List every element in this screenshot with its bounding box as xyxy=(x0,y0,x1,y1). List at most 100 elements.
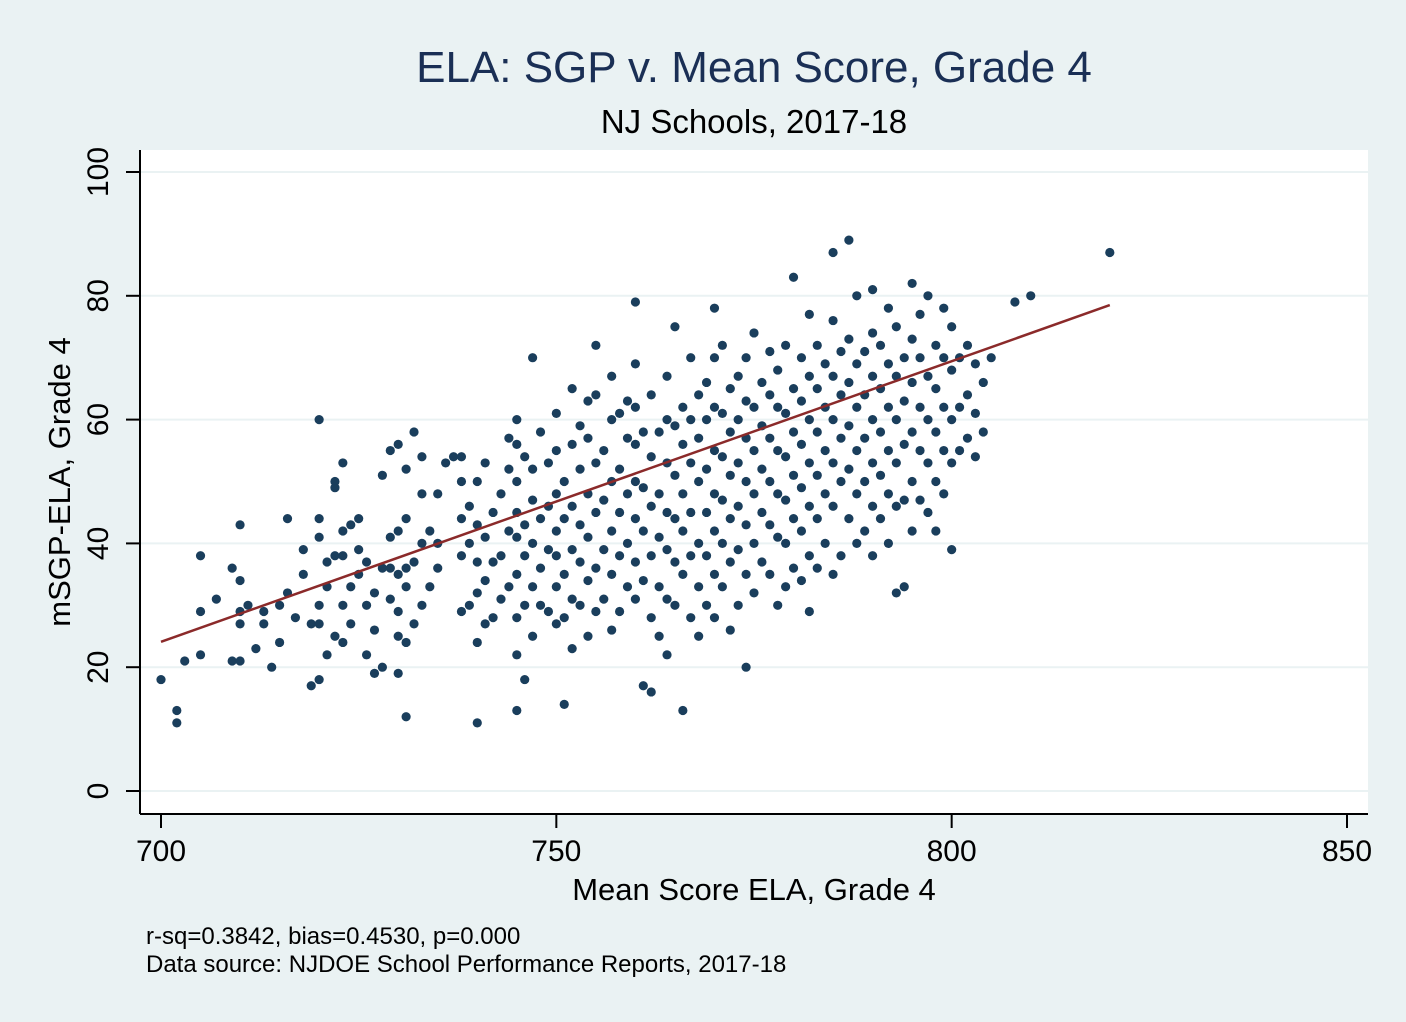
data-point xyxy=(931,476,941,487)
data-point xyxy=(883,303,894,313)
data-point xyxy=(638,575,648,586)
chart-title: ELA: SGP v. Mean Score, Grade 4 xyxy=(416,43,1092,92)
data-point xyxy=(433,489,443,499)
data-point xyxy=(828,458,838,468)
data-point xyxy=(662,544,672,555)
data-point xyxy=(559,514,569,524)
data-point xyxy=(733,458,743,468)
data-point xyxy=(393,631,403,641)
data-point xyxy=(757,464,767,474)
data-point xyxy=(812,340,822,350)
data-point xyxy=(638,526,648,536)
data-point xyxy=(836,551,846,561)
data-point xyxy=(820,489,830,499)
data-point xyxy=(567,594,577,604)
data-point xyxy=(559,613,569,623)
y-ticks: 0 20 40 60 80 100 xyxy=(82,147,140,799)
data-point xyxy=(765,346,775,357)
data-point xyxy=(551,551,561,561)
data-point xyxy=(275,637,285,648)
data-point xyxy=(970,408,980,419)
data-point xyxy=(804,606,814,617)
data-point xyxy=(781,452,791,462)
data-point xyxy=(607,371,617,381)
data-point xyxy=(369,588,380,598)
data-point xyxy=(852,445,862,456)
data-point xyxy=(670,557,680,567)
data-point xyxy=(954,402,965,412)
data-point xyxy=(638,427,648,437)
data-point xyxy=(456,606,467,617)
data-point xyxy=(583,575,593,586)
data-point xyxy=(314,514,324,524)
data-point xyxy=(504,464,514,474)
data-point xyxy=(433,563,443,573)
data-point xyxy=(852,402,862,412)
data-point xyxy=(828,569,838,579)
data-point xyxy=(828,415,838,425)
data-point xyxy=(828,247,838,258)
data-point xyxy=(694,631,704,641)
data-point xyxy=(733,371,743,381)
data-point xyxy=(701,507,712,518)
data-point xyxy=(907,278,917,289)
data-point xyxy=(456,476,467,487)
data-point xyxy=(599,544,609,555)
data-point xyxy=(773,600,783,610)
data-point xyxy=(401,712,411,722)
data-point xyxy=(551,445,561,456)
data-point xyxy=(559,569,569,579)
data-point xyxy=(425,582,435,592)
y-tick-label: 80 xyxy=(82,279,115,312)
data-point xyxy=(781,340,791,350)
data-point xyxy=(346,520,356,530)
y-axis-label: mSGP-ELA, Grade 4 xyxy=(42,337,77,626)
data-point xyxy=(298,569,308,579)
data-point xyxy=(694,433,704,443)
data-point xyxy=(417,489,427,499)
data-point xyxy=(875,514,886,524)
data-point xyxy=(725,625,735,635)
data-point xyxy=(377,470,387,480)
data-point xyxy=(781,408,791,419)
data-point xyxy=(235,520,245,530)
data-point xyxy=(448,452,459,462)
data-point xyxy=(575,557,585,567)
data-point xyxy=(614,464,625,474)
data-point xyxy=(638,483,648,493)
data-point xyxy=(512,569,522,579)
data-point xyxy=(338,551,348,561)
data-point xyxy=(591,390,601,400)
data-point xyxy=(583,532,593,542)
data-point xyxy=(899,396,909,406)
data-point xyxy=(369,668,380,678)
data-point xyxy=(472,637,482,648)
data-point xyxy=(931,340,941,350)
data-point xyxy=(796,439,807,449)
data-point xyxy=(630,514,641,524)
data-point xyxy=(686,507,696,518)
data-point xyxy=(701,551,712,561)
data-point xyxy=(860,526,870,536)
data-point xyxy=(875,470,886,480)
data-point xyxy=(259,606,269,617)
data-point xyxy=(701,377,712,388)
data-point xyxy=(741,569,751,579)
data-point xyxy=(607,569,617,579)
data-point xyxy=(630,297,641,307)
data-point xyxy=(883,489,894,499)
data-point xyxy=(630,359,641,369)
data-point xyxy=(899,582,909,592)
data-point xyxy=(844,235,854,245)
data-point xyxy=(559,476,569,487)
data-point xyxy=(899,495,909,505)
data-point xyxy=(749,402,759,412)
data-point xyxy=(812,470,822,480)
data-point xyxy=(686,415,696,425)
data-point xyxy=(741,662,751,672)
data-point xyxy=(923,291,933,301)
data-point xyxy=(551,526,561,536)
data-point xyxy=(709,526,720,536)
data-point xyxy=(607,625,617,635)
data-point xyxy=(788,470,799,480)
